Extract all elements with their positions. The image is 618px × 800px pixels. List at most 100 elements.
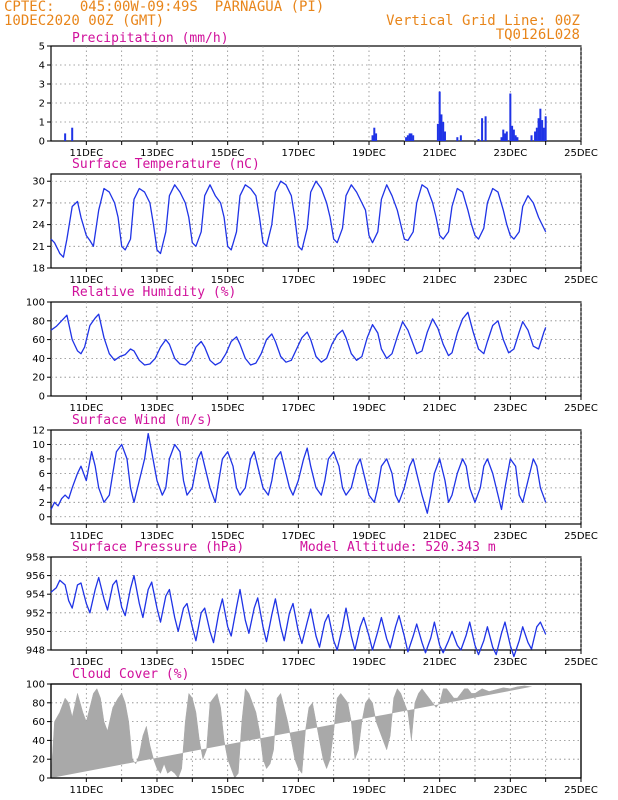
x-tick-label: 15DEC [211, 148, 245, 159]
y-tick-label: 0 [39, 774, 45, 785]
x-tick-label: 25DEC [564, 785, 598, 796]
y-tick-label: 0 [39, 392, 45, 403]
x-tick-label: 15DEC [211, 275, 245, 286]
x-tick-label: 25DEC [564, 275, 598, 286]
precip-bar [436, 123, 439, 141]
precip-bar [502, 129, 505, 141]
y-tick-label: 5 [39, 42, 45, 53]
x-tick-label: 13DEC [140, 657, 174, 668]
y-tick-label: 6 [39, 469, 45, 480]
x-tick-label: 19DEC [352, 785, 386, 796]
precip-bar [459, 135, 462, 141]
y-tick-label: 4 [39, 483, 45, 494]
y-tick-label: 8 [39, 454, 45, 465]
panel-frame [50, 45, 582, 142]
y-tick-label: 24 [32, 220, 45, 231]
precip-bar [410, 133, 413, 141]
y-tick-label: 80 [32, 316, 45, 327]
x-tick-label: 11DEC [69, 275, 103, 286]
y-tick-label: 2 [39, 99, 45, 110]
header-code: TQ0126L028 [495, 27, 580, 43]
x-tick-label: 21DEC [423, 403, 457, 414]
series-line [50, 432, 547, 514]
x-tick-label: 15DEC [211, 785, 245, 796]
precip-bar [512, 129, 515, 141]
y-tick-label: 100 [26, 298, 45, 309]
precip-bar [539, 108, 542, 141]
y-tick-label: 3 [39, 80, 45, 91]
y-tick-label: 948 [26, 646, 45, 657]
y-tick-label: 20 [32, 373, 45, 384]
panel-frame [50, 683, 582, 779]
x-tick-label: 11DEC [69, 531, 103, 542]
precip-bar [500, 137, 503, 141]
y-tick-label: 27 [32, 198, 45, 209]
x-tick-label: 19DEC [352, 531, 386, 542]
panel-frame [50, 301, 582, 397]
y-tick-label: 40 [32, 736, 45, 747]
x-tick-label: 19DEC [352, 148, 386, 159]
series-line [50, 311, 547, 366]
precip-bar [375, 133, 378, 141]
precip-bar [509, 93, 512, 141]
y-tick-label: 954 [26, 590, 45, 601]
precip-bar [514, 135, 517, 141]
panel-annotation: Model Altitude: 520.343 m [300, 540, 496, 555]
y-tick-label: 1 [39, 118, 45, 129]
precip-bar [408, 133, 411, 141]
x-tick-label: 23DEC [493, 531, 527, 542]
y-tick-label: 950 [26, 627, 45, 638]
x-tick-label: 13DEC [140, 785, 174, 796]
x-tick-label: 11DEC [69, 148, 103, 159]
x-tick-label: 17DEC [281, 657, 315, 668]
precip-bar [456, 137, 459, 141]
precip-bar [516, 137, 519, 141]
x-tick-label: 13DEC [140, 531, 174, 542]
x-tick-label: 19DEC [352, 275, 386, 286]
precip-bar [438, 91, 441, 141]
x-tick-label: 25DEC [564, 403, 598, 414]
panel-title: Relative Humidity (%) [72, 285, 236, 300]
precip-bar [534, 131, 537, 141]
y-tick-label: 100 [26, 680, 45, 691]
y-tick-label: 952 [26, 608, 45, 619]
precip-bar [405, 137, 408, 141]
x-tick-label: 23DEC [493, 148, 527, 159]
precip-bar [71, 127, 74, 141]
precip-bar [412, 135, 415, 141]
precip-bar [541, 120, 544, 141]
precip-bar [511, 125, 514, 141]
x-tick-label: 15DEC [211, 657, 245, 668]
precip-bar [484, 116, 487, 141]
x-tick-label: 13DEC [140, 148, 174, 159]
panel-title: Cloud Cover (%) [72, 667, 189, 682]
y-tick-label: 0 [39, 137, 45, 148]
header-station: CPTEC: 045:00W-09:49S PARNAGUA (PI) [4, 0, 325, 15]
x-tick-label: 13DEC [140, 403, 174, 414]
x-tick-label: 11DEC [69, 785, 103, 796]
precip-bar [504, 133, 507, 141]
x-tick-label: 25DEC [564, 531, 598, 542]
precip-bar [535, 127, 538, 141]
x-tick-label: 11DEC [69, 403, 103, 414]
x-tick-label: 21DEC [423, 531, 457, 542]
y-tick-label: 80 [32, 698, 45, 709]
x-tick-label: 15DEC [211, 403, 245, 414]
precip-bar [537, 118, 540, 141]
y-tick-label: 12 [32, 426, 45, 437]
x-tick-label: 25DEC [564, 657, 598, 668]
y-tick-label: 60 [32, 717, 45, 728]
x-tick-label: 13DEC [140, 275, 174, 286]
x-tick-label: 25DEC [564, 148, 598, 159]
y-tick-label: 958 [26, 553, 45, 564]
x-tick-label: 21DEC [423, 785, 457, 796]
y-tick-label: 956 [26, 571, 45, 582]
x-tick-label: 17DEC [281, 148, 315, 159]
y-tick-label: 60 [32, 335, 45, 346]
precip-bar [373, 127, 376, 141]
header-date: 10DEC2020 00Z (GMT) [4, 13, 165, 29]
x-tick-label: 17DEC [281, 785, 315, 796]
x-tick-label: 23DEC [493, 657, 527, 668]
x-tick-label: 21DEC [423, 148, 457, 159]
x-tick-label: 21DEC [423, 657, 457, 668]
